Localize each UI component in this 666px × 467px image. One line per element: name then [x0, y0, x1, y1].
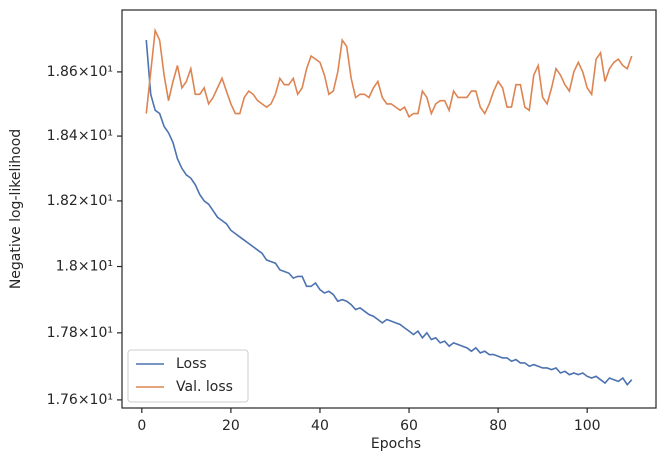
plot-frame	[121, 9, 657, 409]
line-series	[145, 40, 633, 387]
line-series	[145, 27, 633, 118]
x-tick-label: 20	[222, 418, 240, 434]
x-tick-label: 60	[400, 418, 418, 434]
y-axis-label: Negative log-likelihood	[8, 129, 24, 289]
x-tick-label: 80	[489, 418, 507, 434]
legend-label: Loss	[176, 356, 207, 372]
x-tick-label: 40	[311, 418, 329, 434]
x-axis-label: Epochs	[371, 436, 421, 452]
legend-label: Val. loss	[176, 379, 233, 395]
y-tick-label: 1.76×10¹	[47, 392, 113, 408]
y-tick-label: 1.86×10¹	[47, 64, 113, 80]
y-tick-label: 1.84×10¹	[47, 128, 113, 144]
legend-box	[127, 349, 249, 403]
x-tick-label: 100	[574, 418, 601, 434]
y-tick-label: 1.82×10¹	[47, 193, 113, 209]
x-tick-label: 0	[137, 418, 146, 434]
y-tick-label: 1.8×10¹	[56, 259, 113, 275]
y-tick-label: 1.78×10¹	[47, 325, 113, 341]
